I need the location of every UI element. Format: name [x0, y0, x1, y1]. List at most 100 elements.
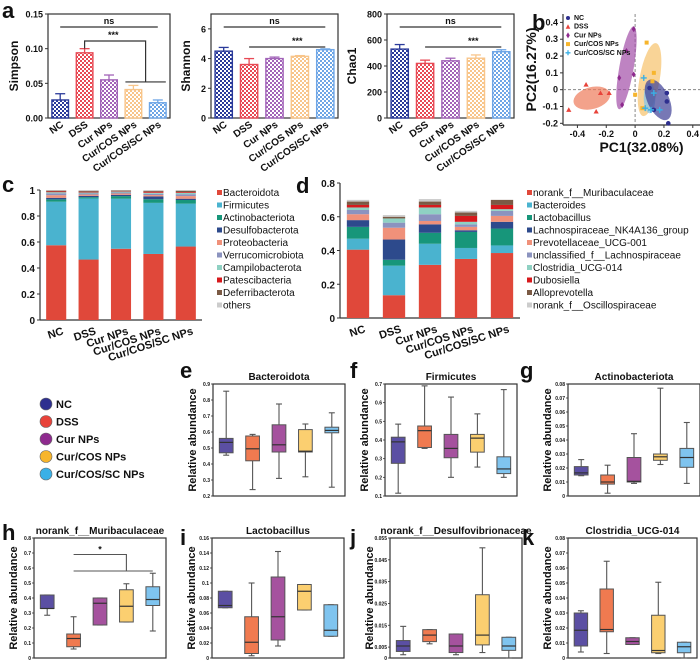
stack-segment	[454, 226, 478, 231]
stack-segment	[110, 248, 132, 320]
legend-label: norank_f__Muribaculaceae	[533, 188, 654, 199]
legend-swatch	[527, 227, 532, 233]
stack-segment	[110, 193, 132, 195]
stack-segment	[346, 207, 370, 210]
legend-swatch	[217, 302, 222, 308]
x-axis-label: PC1(32.08%)	[599, 139, 683, 155]
y-tick-label: 0.05	[25, 79, 43, 89]
stack-segment	[418, 201, 442, 205]
y-tick-label: 0.06	[555, 566, 565, 572]
stack-segment	[418, 243, 442, 265]
stack-segment	[418, 232, 442, 244]
panel-label-j: j	[349, 525, 356, 550]
group-legend-marker	[39, 397, 53, 411]
y-tick-label: 0.8	[321, 179, 335, 190]
stack-segment	[78, 192, 99, 194]
stack-segment	[346, 210, 370, 215]
legend-swatch	[527, 215, 532, 220]
confidence-ellipse	[573, 86, 611, 110]
y-tick-label: 0.7	[375, 382, 382, 388]
point-curcossc	[647, 106, 654, 113]
box	[443, 433, 459, 459]
stack-segment	[418, 204, 442, 208]
box-title: Actinobacteriota	[595, 372, 674, 383]
panel-label-h: h	[2, 520, 15, 545]
point-curcossc	[642, 105, 649, 112]
bar	[441, 60, 460, 119]
stack-segment	[418, 264, 442, 318]
stack-segment	[454, 231, 478, 248]
point-nc	[665, 121, 671, 126]
legend-swatch	[527, 302, 532, 308]
stack-segment	[175, 198, 196, 201]
bar	[239, 63, 259, 119]
stack-segment	[382, 218, 406, 223]
legend-label: Desulfobacterota	[223, 226, 299, 237]
y-tick-label: 0.06	[555, 410, 565, 416]
y-tick-label: 0.015	[374, 623, 387, 629]
y-tick-label: 0.6	[21, 238, 35, 249]
y-tick-label: 0.02	[555, 466, 565, 472]
stack-segment	[382, 215, 406, 217]
stack-segment	[454, 224, 478, 227]
stack-segment	[46, 195, 67, 198]
box-chart-h-muribaculaceae: norank_f__Muribaculaceae 0 0.1 0.2 0.3 0.4 0.5…	[8, 526, 167, 662]
legend-swatch	[527, 190, 532, 195]
box	[145, 586, 161, 606]
significance-label: ns	[104, 16, 115, 26]
stack-segment	[454, 258, 478, 318]
box	[39, 594, 55, 609]
stack-segment	[143, 190, 164, 191]
stack-segment	[175, 192, 196, 195]
point-nc	[664, 90, 670, 96]
y-tick-label: 0.4	[24, 596, 31, 602]
box	[417, 425, 432, 448]
legend-label: Lactobacillus	[533, 213, 591, 224]
y-tick-label: 0.045	[374, 558, 387, 564]
plot-frame	[389, 537, 523, 659]
legend-label: Alloprevotella	[533, 288, 593, 299]
y-tick-label: 0.05	[555, 581, 565, 587]
y-tick-label: 0.1	[375, 494, 382, 500]
significance-label: ns	[269, 16, 280, 26]
y-tick-label: 0.00	[25, 114, 43, 124]
box-chart-g-actinobacteriota: Actinobacteriota 0 0.01 0.02 0.03 0.04 0.05 0.0…	[542, 372, 700, 500]
stack-segment	[110, 194, 132, 197]
stack-segment	[78, 191, 99, 193]
panel-label-e: e	[180, 358, 192, 383]
stack-segment	[46, 201, 67, 246]
x-tick-label: NC	[387, 119, 405, 136]
box-title: Lactobacillus	[246, 526, 310, 537]
legend-label: unclassified_f__Lachnospiraceae	[533, 251, 681, 262]
box-chart-k-clostridia: Clostridia_UCG-014 0 0.01 0.02 0.03 0.04 0.05 0…	[542, 526, 698, 662]
stack-segment	[110, 196, 132, 199]
box	[448, 633, 464, 654]
stack-segment	[110, 191, 132, 193]
legend-swatch	[217, 227, 222, 233]
stack-segment	[454, 215, 478, 222]
stack-segment	[346, 201, 370, 205]
stack-segment	[454, 247, 478, 259]
y-axis-label: Chao1	[345, 47, 359, 84]
significance-label: ns	[445, 16, 456, 26]
y-tick-label: 0	[562, 656, 565, 662]
y-tick-label: 0.4	[203, 462, 210, 468]
y-tick-label: 0.5	[24, 581, 31, 587]
point-cur	[620, 101, 625, 108]
legend-swatch	[527, 202, 532, 208]
panel-label-g: g	[520, 358, 533, 383]
x-tick-label: NC	[48, 119, 66, 136]
point-dss	[593, 108, 599, 114]
y-tick-label: 0	[28, 656, 31, 662]
box	[501, 636, 517, 651]
box-title: Clostridia_UCG-014	[586, 526, 680, 537]
y-tick-label: 0.03	[555, 611, 565, 617]
box-chart-j-desulfovibrionaceae: norank_f__Desulfovibrionaceae 0 0.005 0.015…	[364, 526, 532, 662]
y-tick-label: 0.005	[374, 645, 387, 651]
bar	[75, 52, 94, 119]
confidence-ellipse	[637, 43, 662, 117]
stack-segment	[490, 221, 514, 229]
y-axis-label: Simpson	[7, 41, 21, 92]
y-tick-label: 0.7	[203, 414, 210, 420]
